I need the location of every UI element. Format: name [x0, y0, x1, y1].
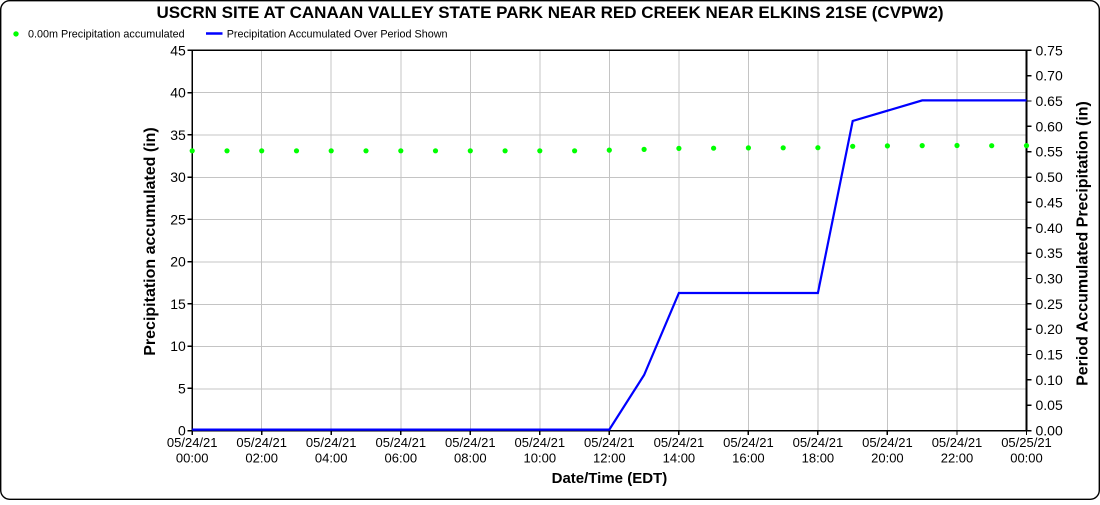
- svg-text:16:00: 16:00: [732, 451, 765, 466]
- svg-text:20:00: 20:00: [871, 451, 904, 466]
- svg-text:0.05: 0.05: [1036, 397, 1063, 413]
- svg-text:10: 10: [170, 338, 186, 354]
- svg-text:05/24/21: 05/24/21: [932, 435, 983, 450]
- svg-text:05/24/21: 05/24/21: [654, 435, 705, 450]
- svg-text:30: 30: [170, 169, 186, 185]
- svg-text:0.65: 0.65: [1036, 93, 1063, 109]
- svg-text:05/24/21: 05/24/21: [584, 435, 635, 450]
- svg-text:0.50: 0.50: [1036, 169, 1063, 185]
- svg-text:0.10: 0.10: [1036, 372, 1063, 388]
- svg-text:Date/Time (EDT): Date/Time (EDT): [552, 470, 668, 487]
- svg-text:04:00: 04:00: [315, 451, 348, 466]
- svg-text:05/24/21: 05/24/21: [514, 435, 565, 450]
- svg-text:05/24/21: 05/24/21: [862, 435, 913, 450]
- svg-text:15: 15: [170, 296, 186, 312]
- svg-text:14:00: 14:00: [663, 451, 696, 466]
- svg-text:12:00: 12:00: [593, 451, 626, 466]
- svg-text:05/24/21: 05/24/21: [236, 435, 287, 450]
- svg-text:45: 45: [170, 42, 186, 58]
- svg-text:35: 35: [170, 127, 186, 143]
- svg-text:40: 40: [170, 85, 186, 101]
- svg-text:0.45: 0.45: [1036, 194, 1063, 210]
- svg-text:22:00: 22:00: [941, 451, 974, 466]
- svg-text:25: 25: [170, 211, 186, 227]
- svg-text:0.55: 0.55: [1036, 144, 1063, 160]
- svg-text:0.00m Precipitation accumulate: 0.00m Precipitation accumulated: [28, 28, 185, 40]
- svg-text:05/24/21: 05/24/21: [375, 435, 426, 450]
- svg-text:0.70: 0.70: [1036, 68, 1063, 84]
- svg-text:18:00: 18:00: [802, 451, 835, 466]
- svg-text:20: 20: [170, 254, 186, 270]
- svg-text:0.20: 0.20: [1036, 321, 1063, 337]
- svg-text:0.35: 0.35: [1036, 245, 1063, 261]
- svg-text:0.75: 0.75: [1036, 42, 1063, 58]
- svg-text:Period Accumulated Precipitati: Period Accumulated Precipitation (in): [1075, 101, 1092, 386]
- svg-text:0.60: 0.60: [1036, 118, 1063, 134]
- svg-text:00:00: 00:00: [176, 451, 209, 466]
- svg-text:0.25: 0.25: [1036, 296, 1063, 312]
- svg-text:05/24/21: 05/24/21: [723, 435, 774, 450]
- svg-text:0.40: 0.40: [1036, 220, 1063, 236]
- svg-text:05/24/21: 05/24/21: [445, 435, 496, 450]
- svg-text:05/25/21: 05/25/21: [1001, 435, 1052, 450]
- svg-text:0.00: 0.00: [1036, 423, 1063, 439]
- svg-text:05/24/21: 05/24/21: [793, 435, 844, 450]
- svg-text:Precipitation Accumulated Over: Precipitation Accumulated Over Period Sh…: [227, 28, 448, 40]
- svg-text:0.15: 0.15: [1036, 347, 1063, 363]
- svg-text:0.30: 0.30: [1036, 271, 1063, 287]
- svg-text:0: 0: [178, 423, 186, 439]
- svg-text:Precipitation accumulated (in): Precipitation accumulated (in): [142, 127, 159, 355]
- svg-text:06:00: 06:00: [385, 451, 418, 466]
- svg-text:05/24/21: 05/24/21: [167, 435, 218, 450]
- svg-text:USCRN SITE AT CANAAN VALLEY ST: USCRN SITE AT CANAAN VALLEY STATE PARK N…: [156, 3, 943, 22]
- svg-text:02:00: 02:00: [245, 451, 278, 466]
- svg-text:08:00: 08:00: [454, 451, 487, 466]
- svg-text:5: 5: [178, 380, 186, 396]
- svg-text:05/24/21: 05/24/21: [306, 435, 357, 450]
- svg-text:10:00: 10:00: [524, 451, 557, 466]
- svg-text:00:00: 00:00: [1010, 451, 1043, 466]
